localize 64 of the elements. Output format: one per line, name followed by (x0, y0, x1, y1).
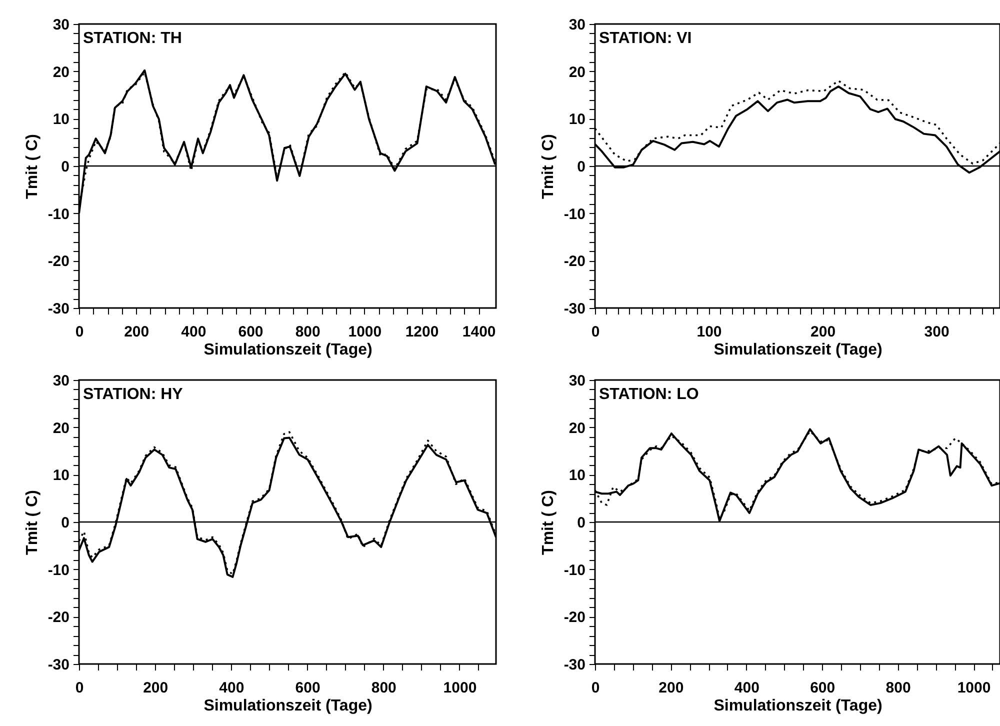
y-axis-title: Tmit ( C) (24, 490, 41, 555)
x-tick-label: 0 (591, 680, 600, 696)
y-tick-label: -30 (48, 300, 70, 318)
y-tick-label: 30 (568, 16, 586, 34)
chart-title: STATION: VI (599, 30, 692, 47)
y-tick-label: -10 (564, 206, 586, 223)
x-tick-label: 100 (696, 324, 722, 340)
y-tick-label: -20 (564, 253, 586, 270)
x-tick-label: 1000 (348, 324, 382, 340)
y-tick-label: 0 (577, 158, 586, 176)
y-tick-label: -30 (48, 656, 70, 674)
y-tick-label: -20 (48, 609, 70, 626)
x-tick-label: 1200 (405, 324, 439, 340)
x-axis-title: Simulationszeit (Tage) (714, 698, 882, 714)
x-tick-label: 300 (924, 324, 950, 340)
y-tick-label: -30 (564, 300, 586, 318)
y-tick-label: -30 (564, 656, 586, 674)
y-tick-label: 30 (52, 372, 70, 390)
x-tick-label: 0 (75, 324, 84, 340)
x-tick-label: 800 (886, 680, 911, 696)
chart-title: STATION: LO (599, 386, 699, 403)
y-tick-label: -10 (48, 206, 70, 223)
y-axis-title: Tmit ( C) (540, 490, 557, 555)
y-tick-label: 20 (568, 64, 586, 81)
x-axis-title: Simulationszeit (Tage) (714, 342, 882, 358)
y-tick-label: -10 (564, 562, 586, 579)
x-tick-label: 0 (591, 324, 600, 340)
y-tick-label: 0 (577, 514, 586, 532)
y-tick-label: 30 (568, 372, 586, 390)
x-tick-label: 600 (810, 680, 836, 696)
x-tick-label: 200 (143, 680, 168, 696)
y-tick-label: 10 (568, 111, 586, 128)
x-tick-label: 600 (238, 324, 264, 340)
x-tick-label: 200 (124, 324, 150, 340)
x-tick-label: 200 (810, 324, 836, 340)
x-tick-label: 600 (295, 680, 320, 696)
y-tick-label: 10 (52, 467, 70, 484)
y-tick-label: -20 (564, 609, 586, 626)
x-tick-label: 1000 (957, 680, 991, 696)
x-tick-label: 200 (658, 680, 684, 696)
y-tick-label: -10 (48, 562, 70, 579)
x-tick-label: 1400 (462, 324, 496, 340)
x-tick-label: 400 (734, 680, 760, 696)
y-axis-title: Tmit ( C) (24, 134, 41, 199)
x-tick-label: 1000 (443, 680, 477, 696)
y-tick-label: 0 (61, 158, 70, 176)
x-axis-title: Simulationszeit (Tage) (204, 342, 372, 358)
x-tick-label: 800 (295, 324, 320, 340)
x-tick-label: 400 (181, 324, 206, 340)
x-tick-label: 800 (371, 680, 396, 696)
x-tick-label: 0 (75, 680, 84, 696)
y-tick-label: 20 (52, 420, 70, 437)
x-axis-title: Simulationszeit (Tage) (204, 698, 372, 714)
y-tick-label: 20 (568, 420, 586, 437)
chart-title: STATION: HY (83, 386, 184, 403)
y-tick-label: 10 (568, 467, 586, 484)
y-tick-label: 10 (52, 111, 70, 128)
y-axis-title: Tmit ( C) (540, 134, 557, 199)
y-tick-label: -20 (48, 253, 70, 270)
y-tick-label: 0 (61, 514, 70, 532)
y-tick-label: 30 (52, 16, 70, 34)
x-tick-label: 400 (219, 680, 244, 696)
chart-title: STATION: TH (83, 30, 182, 47)
y-tick-label: 20 (52, 64, 70, 81)
